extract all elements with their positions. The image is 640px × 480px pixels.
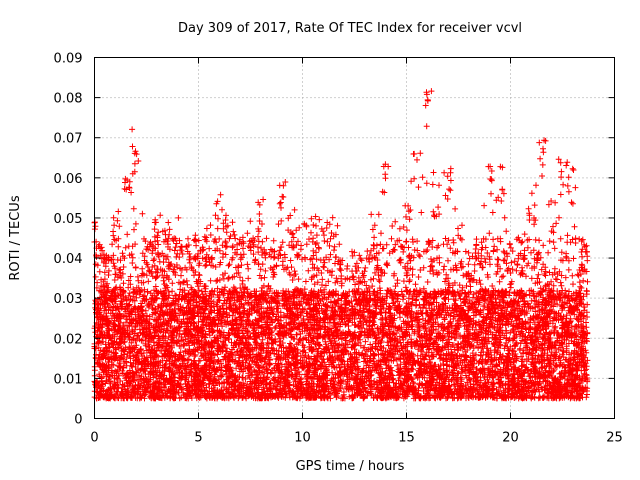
x-tick-label: 25	[606, 431, 623, 446]
y-tick-label: 0.04	[54, 252, 83, 267]
y-tick-label: 0.03	[54, 292, 83, 307]
x-axis-label: GPS time / hours	[296, 459, 405, 474]
y-axis-tick-labels: 0 0.01 0.02 0.03 0.04 0.05 0.06 0.07 0.08 0.09	[54, 52, 83, 428]
x-tick-label: 10	[294, 431, 311, 446]
x-tick-label: 15	[398, 431, 415, 446]
y-tick-label: 0.06	[54, 172, 83, 187]
x-tick-label: 5	[194, 431, 202, 446]
axis-ticks	[94, 57, 615, 419]
y-tick-label: 0.05	[54, 212, 83, 227]
y-tick-label: 0.09	[54, 52, 83, 67]
data-points	[91, 88, 591, 402]
x-tick-label: 0	[90, 431, 98, 446]
x-tick-label: 20	[502, 431, 519, 446]
scatter-plus-markers	[91, 88, 591, 402]
y-tick-label: 0.01	[54, 372, 83, 387]
plot-frame	[94, 57, 615, 419]
y-tick-label: 0.02	[54, 332, 83, 347]
chart-title: Day 309 of 2017, Rate Of TEC Index for r…	[178, 21, 522, 36]
x-axis-tick-labels: 0 5 10 15 20 25	[90, 431, 622, 446]
y-tick-label: 0	[74, 413, 82, 428]
y-axis-label: ROTI / TECUs	[8, 195, 23, 280]
y-tick-label: 0.07	[54, 132, 83, 147]
y-tick-label: 0.08	[54, 92, 83, 107]
